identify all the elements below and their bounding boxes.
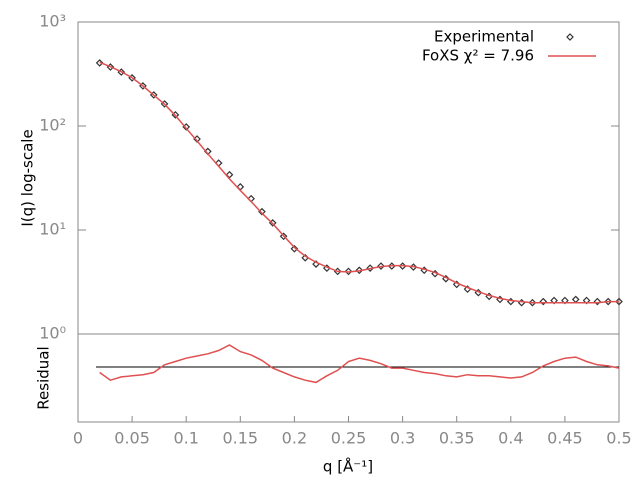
data-point [517,298,526,307]
data-point [528,298,537,307]
data-point [377,262,385,270]
data-point [279,232,288,241]
x-tick-label: 0.5 [606,429,631,448]
y-tick-label: 10¹ [39,220,66,239]
x-tick-label: 0 [73,429,83,448]
data-point [593,297,602,306]
x-tick-label: 0.4 [498,429,523,448]
x-axis-label: q [Å⁻¹] [323,457,373,476]
y-tick-label: 10³ [39,12,66,31]
data-point [366,264,374,272]
x-tick-label: 0.1 [173,429,198,448]
data-point [290,244,299,253]
x-tick-label: 0.05 [114,429,150,448]
legend-label: FoXS χ² = 7.96 [422,47,534,65]
data-point [615,297,623,306]
residual-axis-label: Residual [35,346,53,409]
x-tick-label: 0.2 [282,429,307,448]
data-point [95,59,104,67]
y-tick-label: 10⁰ [39,324,66,343]
data-point [539,297,548,306]
x-tick-label: 0.15 [222,429,258,448]
data-line [99,61,619,304]
data-point [561,296,569,305]
data-point [604,297,613,306]
data-point [571,295,580,304]
y-tick-label: 10² [39,116,66,135]
y-axis-label: I(q) log-scale [19,129,37,226]
data-line [99,344,620,384]
data-point [582,296,591,305]
data-point [550,296,558,305]
data-point [225,170,234,179]
legend-marker [566,33,574,41]
data-point [344,267,353,276]
x-tick-label: 0.35 [439,429,475,448]
data-point [355,266,364,275]
x-tick-label: 0.45 [547,429,583,448]
x-tick-label: 0.3 [390,429,415,448]
legend-label: Experimental [434,28,534,46]
x-tick-label: 0.25 [331,429,367,448]
